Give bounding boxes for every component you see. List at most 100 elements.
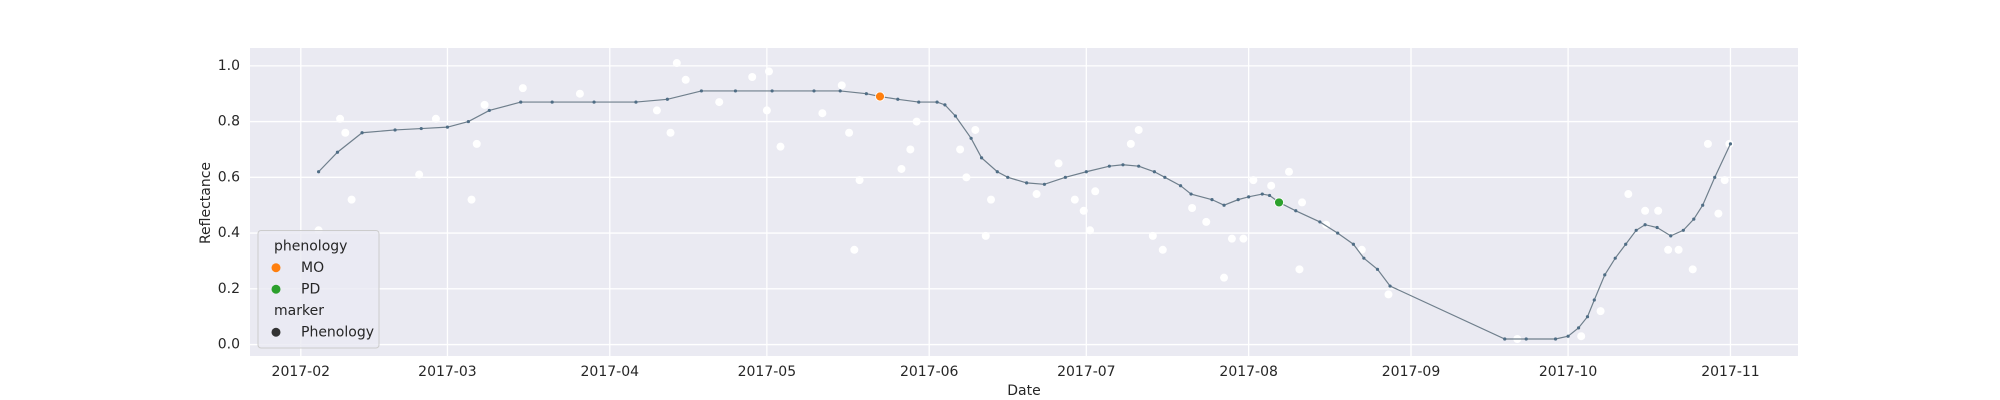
line-vertex xyxy=(1178,184,1183,188)
observation-point xyxy=(987,195,996,204)
plot-background xyxy=(250,48,1798,356)
line-vertex xyxy=(1247,195,1251,199)
line-vertex xyxy=(1351,242,1355,246)
observation-point xyxy=(1624,190,1633,199)
line-vertex xyxy=(592,100,596,104)
legend-marker xyxy=(271,263,281,273)
line-vertex xyxy=(1137,164,1141,168)
line-vertex xyxy=(550,100,554,104)
legend-label: MO xyxy=(301,260,324,276)
line-vertex xyxy=(466,119,470,124)
observation-point xyxy=(518,84,527,93)
observation-point xyxy=(776,142,785,151)
line-vertex xyxy=(864,92,868,96)
line-vertex xyxy=(1613,256,1617,260)
line-vertex xyxy=(1592,298,1596,302)
line-vertex xyxy=(917,100,921,104)
line-vertex xyxy=(519,100,523,104)
observation-point xyxy=(652,106,661,115)
line-vertex xyxy=(1566,334,1570,338)
observation-point xyxy=(1227,234,1236,243)
legend-label: PD xyxy=(301,281,320,297)
observation-point xyxy=(715,98,724,107)
observation-point xyxy=(1267,181,1276,190)
observation-point xyxy=(1703,139,1712,148)
x-tick-label: 2017-10 xyxy=(1539,364,1598,380)
line-vertex xyxy=(969,136,973,140)
line-vertex xyxy=(1388,284,1392,288)
observation-point xyxy=(1720,176,1729,185)
legend-title: marker xyxy=(274,303,324,319)
line-vertex xyxy=(699,89,704,93)
observation-point xyxy=(1032,190,1041,199)
line-vertex xyxy=(487,108,491,113)
line-vertex xyxy=(360,131,364,135)
observation-point xyxy=(818,109,827,118)
line-vertex xyxy=(1669,234,1673,238)
line-vertex xyxy=(979,156,984,160)
line-vertex xyxy=(1362,256,1366,260)
line-vertex xyxy=(1634,228,1638,232)
line-vertex xyxy=(445,125,450,129)
observation-point xyxy=(1188,203,1197,212)
line-vertex xyxy=(1318,220,1322,224)
observation-point xyxy=(764,67,773,76)
observation-point xyxy=(1126,139,1135,148)
line-vertex xyxy=(1701,203,1705,207)
line-vertex xyxy=(1121,163,1125,167)
observation-point xyxy=(1641,206,1650,215)
line-vertex xyxy=(419,126,423,131)
y-tick-label: 1.0 xyxy=(218,58,240,74)
observation-point xyxy=(897,164,906,173)
line-vertex xyxy=(1268,193,1272,198)
observation-point xyxy=(1070,195,1079,204)
x-tick-label: 2017-08 xyxy=(1219,364,1278,380)
line-vertex xyxy=(1084,170,1088,174)
line-vertex xyxy=(1655,225,1659,230)
observation-point xyxy=(415,170,424,179)
line-vertex xyxy=(1294,209,1298,213)
line-vertex xyxy=(1336,231,1340,235)
line-vertex xyxy=(1210,198,1214,202)
x-tick-label: 2017-11 xyxy=(1701,364,1760,380)
observation-point xyxy=(850,245,859,254)
observation-point xyxy=(837,81,846,90)
line-vertex xyxy=(634,100,638,104)
observation-point xyxy=(912,117,921,126)
line-vertex xyxy=(1624,242,1628,246)
observation-point xyxy=(1085,226,1094,235)
observation-point xyxy=(431,114,440,123)
line-vertex xyxy=(1236,198,1240,202)
observation-point xyxy=(1134,125,1143,134)
marks xyxy=(314,59,1734,343)
observation-point xyxy=(1239,234,1248,243)
line-vertex xyxy=(393,128,397,132)
line-vertex xyxy=(335,150,340,154)
line-vertex xyxy=(1553,337,1558,341)
observation-point xyxy=(467,195,476,204)
line-vertex xyxy=(812,89,816,93)
observation-point xyxy=(672,59,681,68)
observation-point xyxy=(1249,176,1258,185)
line-vertex xyxy=(1603,273,1607,277)
observation-point xyxy=(1577,332,1586,341)
y-tick-label: 0.2 xyxy=(218,281,240,297)
line-vertex xyxy=(733,89,738,93)
line-vertex xyxy=(1728,142,1733,146)
legend-title: phenology xyxy=(274,238,347,254)
line-vertex xyxy=(1222,203,1226,207)
observation-point xyxy=(962,173,971,182)
line-vertex xyxy=(1042,182,1047,186)
observation-point xyxy=(1202,217,1211,226)
line-vertex xyxy=(1713,175,1717,179)
line-vertex xyxy=(1063,175,1067,179)
observation-point xyxy=(1295,265,1304,274)
observation-point xyxy=(1054,159,1063,168)
legend-marker xyxy=(271,284,281,294)
legend: phenology MO PD marker Phenology xyxy=(257,230,380,349)
observation-point xyxy=(347,195,356,204)
line-vertex xyxy=(943,103,947,107)
x-tick-label: 2017-07 xyxy=(1057,364,1116,380)
observation-point xyxy=(1079,206,1088,215)
line-vertex xyxy=(665,97,669,101)
